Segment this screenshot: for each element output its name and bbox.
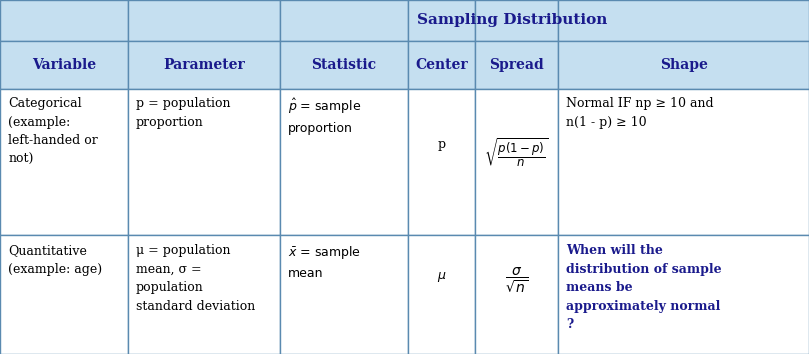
Bar xyxy=(558,41,809,88)
Bar xyxy=(408,88,475,235)
Text: Normal IF np ≥ 10 and
n(1 - p) ≥ 10: Normal IF np ≥ 10 and n(1 - p) ≥ 10 xyxy=(566,97,714,129)
Bar xyxy=(280,0,408,41)
Bar xyxy=(0,41,128,88)
Text: Parameter: Parameter xyxy=(163,58,245,72)
Text: $\hat{p}$ = sample
proportion: $\hat{p}$ = sample proportion xyxy=(288,97,362,135)
Bar xyxy=(280,41,408,88)
Text: Quantitative
(example: age): Quantitative (example: age) xyxy=(8,244,102,276)
Bar xyxy=(128,41,280,88)
Bar xyxy=(475,0,558,41)
Bar xyxy=(408,41,475,88)
Bar xyxy=(475,41,558,88)
Bar xyxy=(0,0,128,41)
Bar xyxy=(558,88,809,235)
Bar xyxy=(408,0,475,41)
Text: Variable: Variable xyxy=(32,58,96,72)
Bar xyxy=(128,0,280,41)
Text: Statistic: Statistic xyxy=(311,58,376,72)
Text: Sampling Distribution: Sampling Distribution xyxy=(417,13,608,27)
Text: μ = population
mean, σ =
population
standard deviation: μ = population mean, σ = population stan… xyxy=(136,244,255,313)
Text: When will the
distribution of sample
means be
approximately normal
?: When will the distribution of sample mea… xyxy=(566,244,722,331)
Text: $\mu$: $\mu$ xyxy=(437,270,446,284)
Bar xyxy=(128,235,280,354)
Bar xyxy=(475,88,558,235)
Bar xyxy=(280,88,408,235)
Bar xyxy=(558,0,809,41)
Text: $\bar{x}$ = sample
mean: $\bar{x}$ = sample mean xyxy=(288,244,361,280)
Text: $\sqrt{\dfrac{p(1-p)}{n}}$: $\sqrt{\dfrac{p(1-p)}{n}}$ xyxy=(485,137,549,169)
Text: p: p xyxy=(437,138,446,151)
Bar xyxy=(280,235,408,354)
Bar xyxy=(128,88,280,235)
Bar xyxy=(408,235,475,354)
Bar xyxy=(0,88,128,235)
Text: Categorical
(example:
left-handed or
not): Categorical (example: left-handed or not… xyxy=(8,97,98,166)
Bar xyxy=(558,235,809,354)
Text: Center: Center xyxy=(415,58,468,72)
Bar xyxy=(0,235,128,354)
Text: Spread: Spread xyxy=(489,58,544,72)
Text: p = population
proportion: p = population proportion xyxy=(136,97,231,129)
Text: $\dfrac{\sigma}{\sqrt{n}}$: $\dfrac{\sigma}{\sqrt{n}}$ xyxy=(505,266,528,295)
Bar xyxy=(475,235,558,354)
Text: Shape: Shape xyxy=(659,58,708,72)
